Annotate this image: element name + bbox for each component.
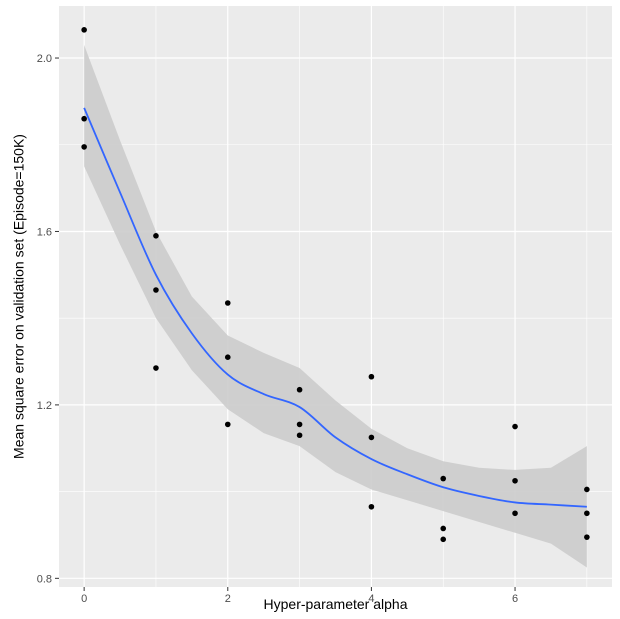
data-point bbox=[512, 510, 518, 517]
data-point bbox=[512, 477, 518, 484]
data-point bbox=[81, 115, 87, 122]
x-tick-label: 4 bbox=[368, 593, 374, 605]
data-point bbox=[153, 287, 159, 293]
data-point bbox=[296, 432, 303, 439]
data-point bbox=[584, 534, 590, 540]
y-tick-label: 1.2 bbox=[37, 400, 52, 412]
data-point bbox=[368, 373, 375, 380]
x-axis-ticks: 0 2 4 6 bbox=[81, 587, 518, 605]
data-point bbox=[153, 232, 159, 239]
y-tick-label: 0.8 bbox=[37, 573, 52, 585]
data-point bbox=[368, 503, 375, 510]
data-point bbox=[584, 486, 590, 493]
data-point bbox=[81, 144, 87, 150]
y-axis-title: Mean square error on validation set (Epi… bbox=[11, 134, 27, 459]
y-axis-ticks: 0.8 1.2 1.6 2.0 bbox=[37, 53, 59, 585]
data-point bbox=[440, 475, 447, 482]
data-points bbox=[81, 27, 590, 543]
data-point bbox=[224, 354, 231, 361]
smooth-line bbox=[83, 107, 587, 508]
data-point bbox=[440, 536, 447, 543]
data-point bbox=[153, 365, 159, 371]
y-tick-label: 1.6 bbox=[37, 226, 52, 238]
data-point bbox=[512, 423, 518, 430]
x-axis-title: Hyper-parameter alpha bbox=[264, 596, 408, 612]
data-point bbox=[81, 27, 87, 33]
confidence-band bbox=[84, 45, 587, 568]
data-point bbox=[296, 421, 303, 428]
data-point bbox=[368, 434, 375, 441]
y-tick-label: 2.0 bbox=[37, 53, 52, 65]
data-point bbox=[584, 510, 590, 517]
data-point bbox=[224, 421, 231, 428]
data-point bbox=[296, 386, 303, 393]
data-point bbox=[440, 525, 447, 532]
data-point bbox=[224, 300, 231, 306]
grid-minor bbox=[59, 6, 612, 587]
x-tick-label: 6 bbox=[512, 593, 518, 605]
x-tick-label: 0 bbox=[81, 593, 87, 605]
x-tick-label: 2 bbox=[225, 593, 231, 605]
